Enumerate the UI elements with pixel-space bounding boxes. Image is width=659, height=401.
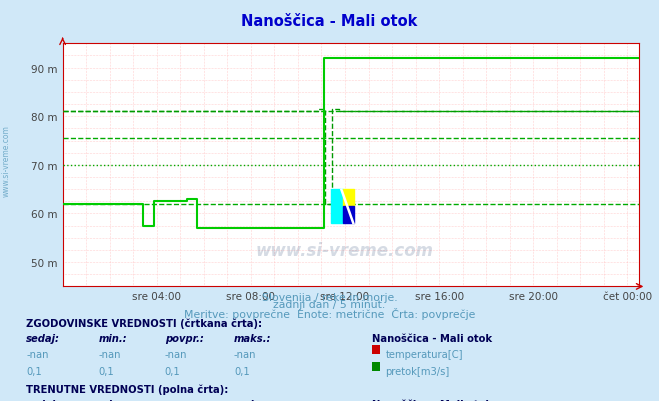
Text: -nan: -nan (99, 350, 121, 359)
Text: min.:: min.: (99, 333, 127, 343)
Text: pretok[m3/s]: pretok[m3/s] (386, 366, 449, 376)
Text: maks.:: maks.: (234, 333, 272, 343)
Text: Meritve: povprečne  Enote: metrične  Črta: povprečje: Meritve: povprečne Enote: metrične Črta:… (184, 307, 475, 319)
Text: zadnji dan / 5 minut.: zadnji dan / 5 minut. (273, 300, 386, 310)
Text: -nan: -nan (165, 350, 187, 359)
Text: 0,1: 0,1 (234, 366, 250, 376)
Text: min.:: min.: (99, 399, 127, 401)
Text: sedaj:: sedaj: (26, 333, 61, 343)
Bar (343, 190, 355, 207)
Text: TRENUTNE VREDNOSTI (polna črta):: TRENUTNE VREDNOSTI (polna črta): (26, 383, 229, 394)
Text: ZGODOVINSKE VREDNOSTI (črtkana črta):: ZGODOVINSKE VREDNOSTI (črtkana črta): (26, 318, 262, 328)
Text: www.si-vreme.com: www.si-vreme.com (2, 125, 11, 196)
Text: www.si-vreme.com: www.si-vreme.com (256, 241, 434, 259)
Text: sedaj:: sedaj: (26, 399, 61, 401)
Text: 0,1: 0,1 (26, 366, 42, 376)
Bar (343, 207, 355, 224)
Text: Nanoščica - Mali otok: Nanoščica - Mali otok (372, 333, 492, 343)
Text: Slovenija / reke in morje.: Slovenija / reke in morje. (262, 292, 397, 302)
Text: povpr.:: povpr.: (165, 333, 204, 343)
Text: 0,1: 0,1 (99, 366, 115, 376)
Text: 0,1: 0,1 (165, 366, 181, 376)
Text: Nanoščica - Mali otok: Nanoščica - Mali otok (241, 14, 418, 29)
Text: maks.:: maks.: (234, 399, 272, 401)
Text: -nan: -nan (234, 350, 256, 359)
Text: Nanoščica - Mali otok: Nanoščica - Mali otok (372, 399, 492, 401)
Text: temperatura[C]: temperatura[C] (386, 350, 463, 359)
Bar (331, 190, 343, 224)
Text: povpr.:: povpr.: (165, 399, 204, 401)
Text: -nan: -nan (26, 350, 49, 359)
